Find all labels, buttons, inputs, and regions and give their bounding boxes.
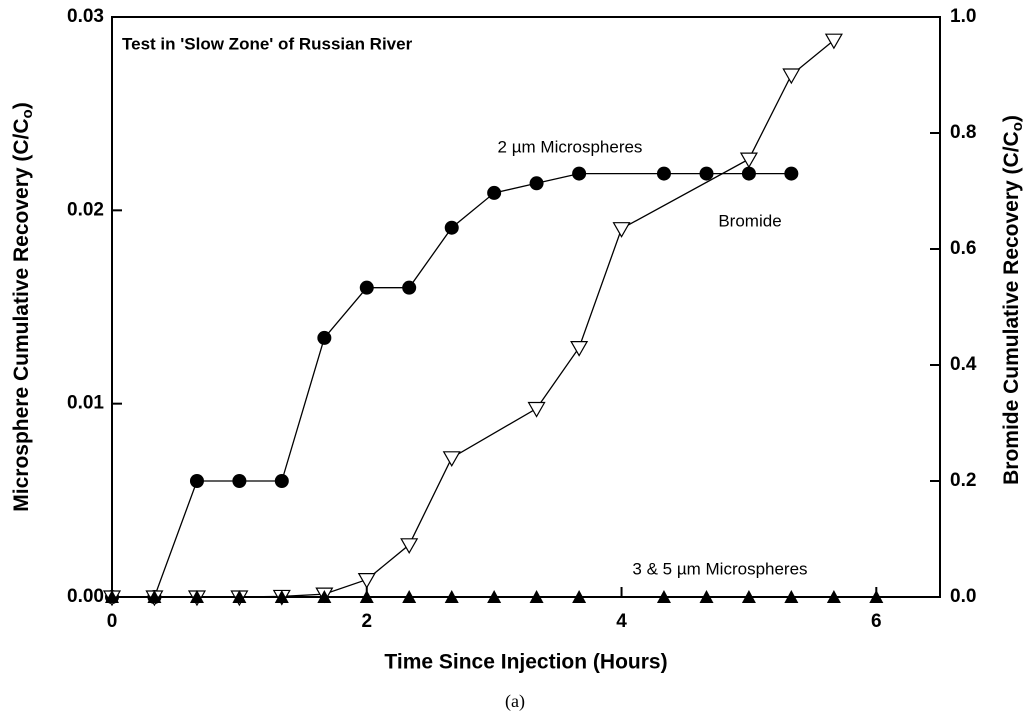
y-axis-label-end: ) [10, 102, 33, 109]
marker [105, 590, 119, 603]
marker [444, 590, 459, 603]
marker [782, 68, 801, 85]
series-label: 3 & 5 µm Microspheres [632, 559, 807, 578]
x-tick-label: 2 [361, 611, 372, 632]
y-tick-label: 0.02 [67, 199, 104, 220]
marker [656, 166, 671, 181]
marker [699, 166, 714, 181]
marker [487, 590, 502, 603]
x-tick-label: 0 [107, 611, 118, 632]
marker [527, 401, 546, 418]
x-axis-label: Time Since Injection (Hours) [384, 651, 667, 674]
y-axis-label-sub: o [19, 109, 36, 118]
marker [359, 280, 374, 295]
marker [317, 590, 332, 603]
series-label: Bromide [718, 211, 781, 230]
y2-tick-label: 0.4 [950, 354, 977, 375]
marker [529, 590, 544, 603]
marker [784, 590, 799, 603]
y2-tick-label: 0.0 [950, 586, 976, 607]
marker [741, 166, 756, 181]
marker [232, 474, 247, 488]
marker [232, 590, 247, 603]
marker [189, 474, 204, 488]
y-tick-label: 0.00 [67, 586, 104, 607]
marker [656, 590, 671, 603]
marker [400, 538, 419, 555]
marker [189, 590, 204, 603]
marker [869, 590, 884, 603]
caption: (a) [505, 691, 525, 712]
series-line [112, 39, 835, 598]
marker [357, 573, 376, 589]
marker [699, 590, 714, 603]
marker [274, 590, 289, 603]
marker [739, 152, 758, 169]
series-label: 2 µm Microspheres [498, 137, 643, 156]
y2-tick-label: 0.2 [950, 470, 976, 491]
marker [442, 451, 461, 468]
marker [784, 166, 799, 181]
marker [444, 220, 459, 235]
y2-axis-label-end: ) [1000, 115, 1023, 122]
marker [570, 341, 589, 357]
y-tick-label: 0.03 [67, 6, 104, 27]
marker [274, 474, 289, 488]
marker [487, 185, 502, 200]
marker [826, 590, 841, 603]
marker [402, 280, 417, 295]
y-axis-label-text: Microsphere Cumulative Recovery (C/C [10, 118, 33, 511]
y2-tick-label: 0.6 [950, 238, 976, 259]
marker [147, 590, 162, 603]
marker [572, 590, 587, 603]
x-tick-label: 6 [871, 611, 882, 632]
y2-axis-label: Bromide Cumulative Recovery (C/Co) [1000, 115, 1026, 485]
y2-axis-label-sub: o [1009, 122, 1026, 131]
chart-title: Test in 'Slow Zone' of Russian River [122, 34, 413, 53]
marker [359, 590, 374, 603]
marker [741, 590, 756, 603]
y2-axis-label-text: Bromide Cumulative Recovery (C/C [1000, 131, 1023, 485]
series-line [112, 172, 792, 598]
y-axis-label: Microsphere Cumulative Recovery (C/Co) [10, 102, 36, 511]
marker [824, 33, 843, 50]
marker [402, 590, 417, 603]
plot-frame [111, 16, 941, 598]
y-tick-label: 0.01 [67, 393, 104, 414]
x-tick-label: 4 [616, 611, 627, 632]
y2-tick-label: 1.0 [950, 6, 976, 27]
marker [529, 176, 544, 191]
marker [317, 330, 332, 345]
y2-tick-label: 0.8 [950, 122, 976, 143]
marker [612, 222, 631, 238]
marker [572, 166, 587, 181]
